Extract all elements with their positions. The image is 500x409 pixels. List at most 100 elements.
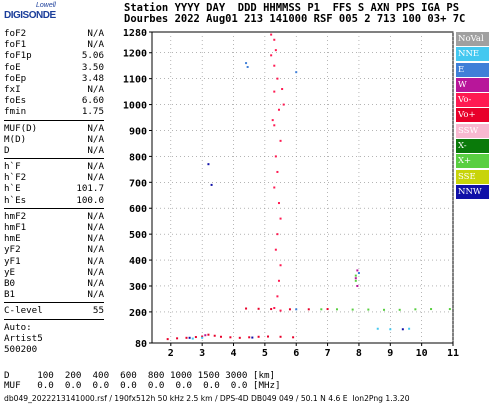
param-row-foep: foEp 3.48 <box>4 73 104 84</box>
legend-item-nnw: NNW <box>456 184 489 199</box>
data-point-nne <box>201 336 204 339</box>
param-label: yF2 <box>4 244 21 256</box>
param-row-fof1: foF1 N/A <box>4 39 104 50</box>
data-point-vo <box>229 336 232 339</box>
param-label: B1 <box>4 289 16 301</box>
param-label: h`F <box>4 161 21 173</box>
param-value: N/A <box>87 210 104 222</box>
x-tick-label: 9 <box>387 348 393 359</box>
legend-item-e: E <box>456 62 489 77</box>
param-value: 3.50 <box>81 61 104 73</box>
legend-item-vo: Vo+ <box>456 108 489 123</box>
data-point-x <box>351 308 354 311</box>
param-value: N/A <box>87 277 104 289</box>
y-tick-label: 1280 <box>123 28 147 39</box>
param-row-fmin: fmin 1.75 <box>4 106 104 117</box>
separator <box>4 302 104 304</box>
data-point-vo <box>307 308 310 311</box>
data-point-nnw <box>210 183 213 186</box>
data-point-e <box>295 71 298 74</box>
param-value: N/A <box>87 233 104 245</box>
param-label: hmF2 <box>4 210 27 222</box>
y-tick-label: 200 <box>129 308 147 319</box>
param-row-he: h`E 101.7 <box>4 183 104 194</box>
data-point-x <box>448 308 451 311</box>
legend: NoVal NNE E W Vo- Vo+ SSW X- X+ SSE NNW <box>456 32 489 200</box>
data-point-e <box>245 62 248 65</box>
param-value: 1.75 <box>81 106 104 118</box>
param-value: N/A <box>87 255 104 267</box>
param-label: hmF1 <box>4 222 27 233</box>
data-point-vo <box>273 124 276 127</box>
param-value: N/A <box>87 172 104 184</box>
param-label: foF1p <box>4 50 32 62</box>
data-point-vo <box>219 335 222 338</box>
data-point-vo <box>238 336 241 339</box>
separator <box>4 318 104 320</box>
param-row-fxi: fxI N/A <box>4 84 104 95</box>
x-tick-label: 7 <box>325 348 331 359</box>
param-label: B0 <box>4 277 16 289</box>
data-point-vo <box>270 33 273 36</box>
plot-frame <box>151 31 454 344</box>
param-row-fof2: foF2 N/A <box>4 28 104 39</box>
data-point-x <box>414 308 417 311</box>
data-point-vo <box>257 307 260 310</box>
data-point-vo <box>270 308 273 311</box>
y-tick-label: 800 <box>129 152 147 163</box>
param-label: fmin <box>4 106 27 118</box>
data-point-vo <box>279 335 282 338</box>
param-value: N/A <box>87 39 104 51</box>
param-label: D <box>4 144 10 156</box>
data-point-vo <box>326 308 329 311</box>
data-point-vo <box>279 264 282 267</box>
param-row-hes: h`Es 100.0 <box>4 195 104 206</box>
x-tick-label: 3 <box>199 348 205 359</box>
data-point-w <box>204 334 207 337</box>
data-point-vo <box>248 336 251 339</box>
params-group-3: h`F N/A h`F2 N/A h`E 101.7 h`Es 100.0 <box>4 161 104 206</box>
footer-muf-line: MUF 0.0 0.0 0.0 0.0 0.0 0.0 0.0 0.0 [MHz… <box>4 380 281 391</box>
params-group-4: hmF2 N/A hmF1 N/A hmE N/A yF2 N/A yF1 N/A yE N/A B0 N… <box>4 211 104 301</box>
data-point-vo <box>292 336 295 339</box>
data-point-vo <box>273 90 276 93</box>
data-point-vo <box>281 88 284 91</box>
param-row-foe: foE 3.50 <box>4 62 104 73</box>
param-value: N/A <box>87 289 104 301</box>
param-label: M(D) <box>4 133 27 145</box>
data-point-vo <box>277 202 280 205</box>
data-point-vo <box>207 333 210 336</box>
legend-item-w: W <box>456 77 489 92</box>
data-point-vo <box>270 54 273 57</box>
param-value: N/A <box>87 222 104 233</box>
param-value: 101.7 <box>76 183 104 195</box>
x-tick-label: 10 <box>416 348 428 359</box>
legend-item-ssw: SSW <box>456 123 489 138</box>
param-value: N/A <box>87 133 104 145</box>
y-tick-label: 400 <box>129 256 147 267</box>
y-tick-label: 80 <box>135 339 147 350</box>
param-row-md: M(D) N/A <box>4 134 104 145</box>
auto-line2: Artist5 <box>4 332 43 344</box>
data-point-vo <box>273 186 276 189</box>
y-tick-label: 600 <box>129 204 147 215</box>
data-point-vo <box>273 64 276 67</box>
params-group-1: foF2 N/A foF1 N/A foF1p 5.06 foE 3.50 foEp 3.48 fx… <box>4 28 104 118</box>
data-point-vo <box>274 248 277 251</box>
legend-item-x: X+ <box>456 154 489 169</box>
param-row-b1: B1 N/A <box>4 289 104 300</box>
param-value: 6.60 <box>81 95 104 107</box>
x-tick-label: 2 <box>168 348 174 359</box>
y-tick-label: 1000 <box>123 101 147 112</box>
data-point-x <box>383 308 386 311</box>
data-point-x <box>354 274 357 277</box>
param-row-yf1: yF1 N/A <box>4 256 104 267</box>
y-tick-label: 1100 <box>123 75 147 86</box>
param-value: N/A <box>87 122 104 134</box>
data-point-vo <box>273 307 276 310</box>
data-point-x <box>367 308 370 311</box>
param-label: foF2 <box>4 28 27 39</box>
clevel-row: C-level 55 <box>4 305 104 316</box>
footer-info-line: db049_2022213141000.rsf / 190fx512h 50 k… <box>4 394 410 403</box>
logo-line2: DIGISONDE <box>4 10 56 21</box>
